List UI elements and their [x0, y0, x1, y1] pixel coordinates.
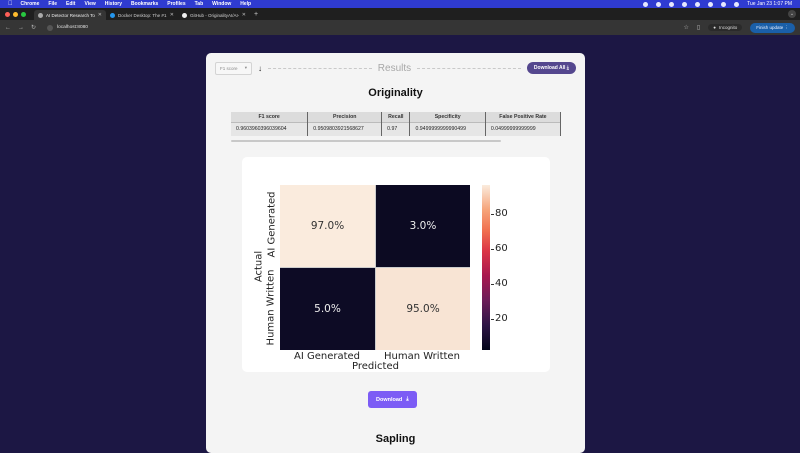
section-title-originality: Originality — [368, 87, 423, 99]
results-title: Results — [377, 62, 412, 74]
tab-ai-detector[interactable]: AI Detector Research Tool ✕ — [34, 10, 106, 20]
close-tab-icon[interactable]: ✕ — [97, 12, 102, 18]
tab-docker[interactable]: Docker Desktop: The #1 Con ✕ — [106, 10, 178, 20]
value-precision: 0.9509803921568627 — [307, 122, 383, 136]
value-fpr: 0.04999999999999 — [485, 122, 561, 136]
header-specificity: Specificity — [409, 112, 486, 123]
apple-icon[interactable]:  — [8, 1, 13, 7]
bluetooth-icon[interactable] — [682, 1, 688, 7]
control-center-icon[interactable] — [734, 1, 740, 7]
docker-icon[interactable] — [656, 1, 662, 7]
status-icon[interactable] — [669, 1, 675, 7]
sort-metric-select[interactable]: F1 score ▾ — [215, 61, 252, 75]
header-precision: Precision — [307, 112, 383, 123]
download-icon: ⤓ — [406, 396, 409, 402]
clock[interactable]: Tue Jan 23 1:07 PM — [747, 1, 792, 7]
finish-update-button[interactable]: Finish update ⋮ — [750, 22, 795, 33]
bookmark-star-icon[interactable]: ☆ — [683, 25, 689, 31]
close-tab-icon[interactable]: ✕ — [241, 12, 246, 18]
search-icon[interactable] — [721, 1, 727, 7]
forward-icon[interactable]: → — [18, 24, 24, 31]
menu-profiles[interactable]: Profiles — [162, 1, 185, 7]
incognito-icon: ● — [713, 25, 716, 30]
colorbar-tick: 40 — [491, 278, 508, 289]
results-card: F1 score ▾ ↓ Results Download All ⤓ Orig… — [206, 53, 585, 453]
divider — [268, 67, 372, 69]
status-icon[interactable] — [643, 1, 649, 7]
y-tick-human: Human Written — [265, 269, 277, 346]
y-axis-label: Actual — [253, 250, 265, 283]
window-controls — [5, 11, 26, 17]
menu-bookmarks[interactable]: Bookmarks — [126, 1, 158, 7]
menu-help[interactable]: Help — [235, 1, 251, 7]
section-title-sapling: Sapling — [375, 433, 416, 445]
colorbar — [482, 185, 490, 350]
value-specificity: 0.9499999999990499 — [409, 122, 486, 136]
menu-app-name[interactable]: Chrome — [16, 1, 40, 7]
x-tick-human: Human Written — [384, 351, 460, 362]
menu-history[interactable]: History — [100, 1, 122, 7]
results-header: F1 score ▾ ↓ Results Download All ⤓ — [215, 61, 577, 75]
y-tick-ai: AI Generated — [266, 191, 278, 258]
download-icon: ⤓ — [566, 65, 570, 71]
divider — [417, 67, 521, 69]
confusion-matrix-chart: 97.0% 3.0% 5.0% 95.0% 80 60 40 20 AI Gen… — [242, 157, 550, 372]
x-tick-ai: AI Generated — [294, 351, 361, 362]
browser-toolbar: ← → ↻ localhost:8080 ☆ ▯ ● Incognito Fin… — [0, 20, 800, 35]
new-tab-button[interactable]: + — [254, 10, 259, 18]
back-icon[interactable]: ← — [5, 24, 11, 31]
value-recall: 0.97 — [381, 122, 411, 136]
cell-human-human: 95.0% — [375, 267, 470, 350]
reload-icon[interactable]: ↻ — [31, 25, 37, 31]
horizontal-scrollbar[interactable] — [231, 140, 501, 142]
colorbar-tick: 80 — [491, 208, 508, 219]
maximize-window-icon[interactable] — [21, 11, 26, 17]
header-fpr: False Positive Rate — [485, 112, 561, 123]
tab-github[interactable]: GitHub - OriginalityAI/AI-dete ✕ — [178, 10, 250, 20]
side-panel-icon[interactable]: ▯ — [696, 25, 701, 31]
menu-view[interactable]: View — [79, 1, 95, 7]
battery-icon[interactable] — [695, 1, 701, 7]
site-info-icon[interactable] — [47, 24, 54, 31]
menu-file[interactable]: File — [43, 1, 57, 7]
page-content: F1 score ▾ ↓ Results Download All ⤓ Orig… — [0, 35, 800, 453]
tab-search-button[interactable]: ⌄ — [788, 10, 796, 18]
address-bar[interactable]: localhost:8080 — [43, 23, 92, 33]
download-button[interactable]: Download ⤓ — [368, 391, 417, 408]
metrics-table: F1 score Precision Recall Specificity Fa… — [231, 112, 561, 136]
download-all-button[interactable]: Download All ⤓ — [526, 62, 577, 74]
macos-menubar:  Chrome File Edit View History Bookmark… — [0, 0, 800, 8]
cell-ai-ai: 97.0% — [280, 185, 375, 267]
url-text[interactable]: localhost:8080 — [57, 25, 88, 30]
menu-window[interactable]: Window — [207, 1, 231, 7]
chevron-down-icon: ▾ — [244, 65, 247, 70]
github-icon — [182, 12, 187, 18]
browser-tab-bar: AI Detector Research Tool ✕ Docker Deskt… — [0, 8, 800, 20]
colorbar-tick: 60 — [491, 243, 508, 254]
table-row: 0.9603960396039604 0.9509803921568627 0.… — [231, 122, 561, 136]
value-f1: 0.9603960396039604 — [231, 122, 309, 136]
docker-icon — [110, 12, 115, 18]
globe-icon — [38, 12, 43, 18]
status-icons: Tue Jan 23 1:07 PM — [643, 1, 792, 7]
header-recall: Recall — [381, 112, 411, 123]
incognito-badge[interactable]: ● Incognito — [708, 24, 743, 31]
colorbar-tick: 20 — [491, 313, 508, 324]
cell-ai-human: 3.0% — [375, 185, 470, 267]
cell-human-ai: 5.0% — [280, 267, 375, 350]
header-f1: F1 score — [231, 112, 309, 123]
x-axis-label: Predicted — [352, 361, 399, 372]
metrics-table-container: F1 score Precision Recall Specificity Fa… — [231, 112, 561, 142]
minimize-window-icon[interactable] — [13, 11, 18, 17]
sort-direction-icon[interactable]: ↓ — [258, 63, 262, 73]
menu-edit[interactable]: Edit — [61, 1, 75, 7]
close-window-icon[interactable] — [5, 11, 10, 17]
menu-tab[interactable]: Tab — [190, 1, 204, 7]
close-tab-icon[interactable]: ✕ — [169, 12, 174, 18]
wifi-icon[interactable] — [708, 1, 714, 7]
